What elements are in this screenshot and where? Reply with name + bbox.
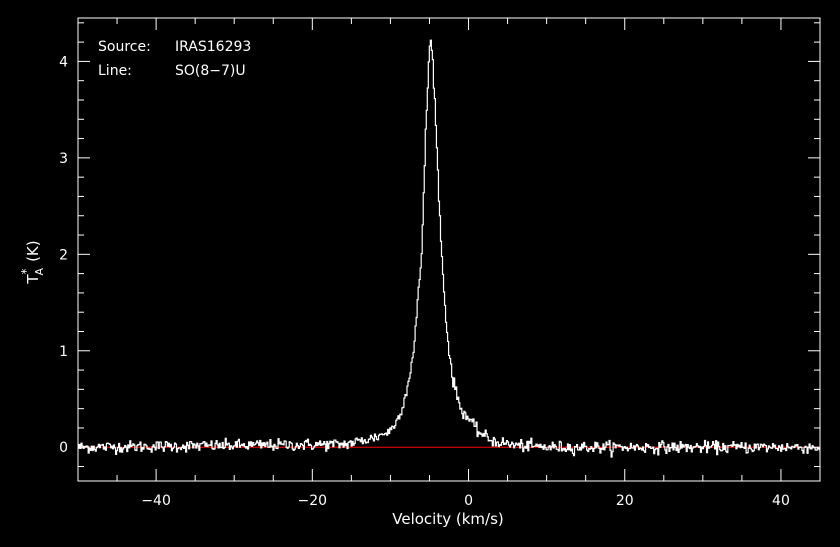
x-tick-label: −40 [141,493,171,509]
x-tick-label: 0 [464,493,473,509]
x-tick-label: 40 [772,493,790,509]
annotation-line-value: SO(8−7)U [175,63,246,79]
x-tick-label: −20 [298,493,328,509]
annotation-source-label: Source: [98,39,151,55]
annotation-line-label: Line: [98,63,132,79]
annotation-source-value: IRAS16293 [175,39,251,55]
spectrum-series [78,39,820,458]
y-axis-label-sub: A [33,267,46,275]
y-tick-label: 2 [59,247,68,263]
x-tick-label: 20 [616,493,634,509]
y-tick-label: 3 [59,151,68,167]
svg-text:T*A(K): T*A (K) [19,240,46,284]
plot-frame [77,17,821,482]
y-axis-label: T*A (K) [19,240,46,284]
y-tick-label: 0 [59,440,68,456]
y-axis-label-sup: * [19,268,33,274]
y-axis-label-unit: (K) [24,240,42,262]
y-axis-label-base: T [24,274,42,285]
y-tick-label: 1 [59,344,68,360]
plot-area: −40 −20 0 20 40 0 1 2 3 4 [59,17,821,509]
x-axis-label: Velocity (km/s) [392,510,503,528]
y-tick-label: 4 [59,54,68,70]
